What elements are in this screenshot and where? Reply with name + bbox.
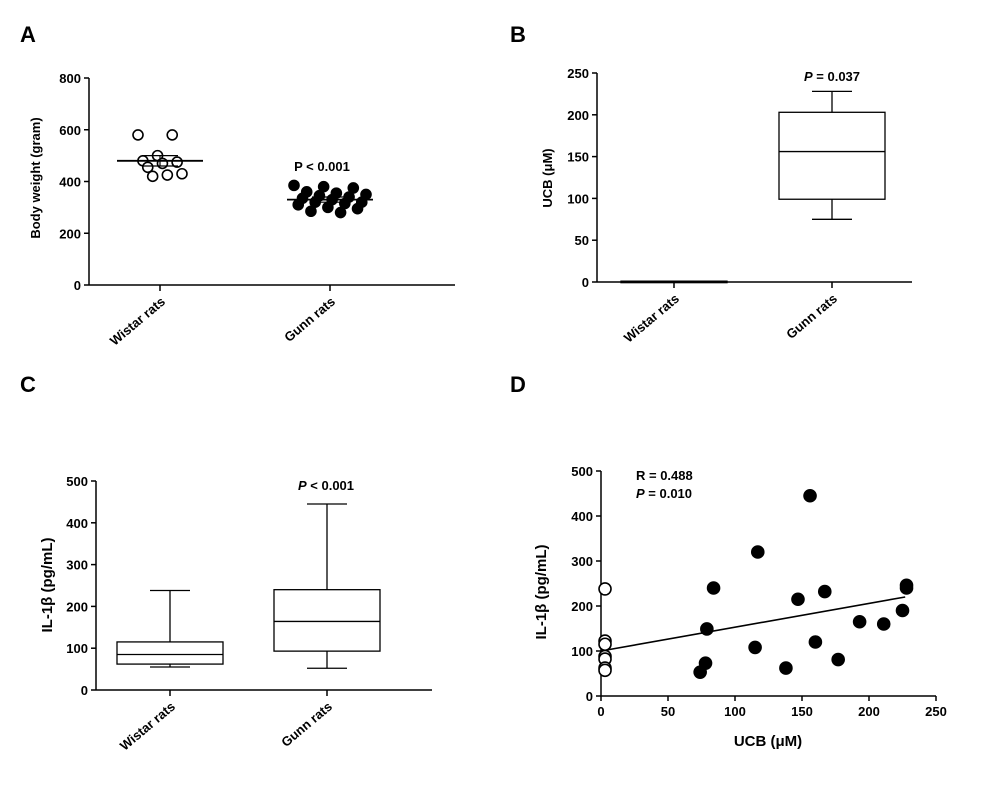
panel-label-b: B [510, 22, 526, 47]
panel-label-a: A [20, 22, 36, 47]
panel-d-point [598, 663, 612, 678]
panel-d-y-tick-label: 500 [571, 464, 593, 479]
panel-d-point [748, 640, 762, 655]
panel-d-point [852, 614, 867, 629]
panel-c-box [116, 641, 224, 665]
panel-b-x-tick-label: Wistar rats [621, 291, 682, 346]
panel-d-point [779, 661, 793, 675]
panel-a-point [292, 198, 305, 211]
panel-b-y-tick-label: 200 [567, 108, 589, 123]
panel-a-point [347, 182, 360, 194]
panel-c-y-tick-label: 500 [66, 474, 88, 489]
panel-b-y-tick-label: 50 [575, 233, 589, 248]
panel-a-point [339, 197, 351, 210]
panel-a-y-tick-label: 0 [74, 278, 81, 293]
panel-c-y-tick-label: 100 [66, 641, 88, 656]
panel-d-x-tick-label: 250 [925, 704, 947, 719]
panel-d-y-tick-label: 0 [586, 689, 593, 704]
panel-a-y-tick-label: 200 [59, 226, 81, 241]
panel-a-point [305, 205, 317, 218]
panel-c-y-tick-label: 200 [66, 599, 88, 614]
panel-d-y-label: IL-1β (pg/mL) [533, 545, 550, 640]
panel-d-point [791, 592, 805, 607]
panel-a-point [317, 180, 330, 193]
panel-d-annotation-p: P = 0.010 [636, 486, 692, 501]
panel-b-ucb-chart: UCB (μM) P = 0.037 0 50 100 150 200 250 Wistar… [540, 66, 912, 345]
panel-a-point [132, 129, 144, 141]
panel-b-y-tick-label: 250 [567, 66, 589, 81]
panel-a-point [288, 179, 300, 192]
panel-a-point [334, 206, 347, 219]
panel-d-point [750, 545, 765, 559]
panel-d-y-tick-label: 300 [571, 554, 593, 569]
panel-d-point [698, 656, 713, 670]
panel-a-y-label: Body weight (gram) [28, 117, 43, 238]
panel-b-y-tick-label: 0 [582, 275, 589, 290]
panel-b-y-tick-label: 150 [567, 150, 589, 165]
panel-d-point [803, 488, 817, 503]
panel-d-correlation-chart: IL-1β (pg/mL) UCB (μM) R = 0.488 P = 0.0… [533, 464, 947, 750]
panel-a-point [351, 202, 364, 215]
panel-c-y-label: IL-1β (pg/mL) [39, 538, 56, 633]
panel-b-annotation-value: = 0.037 [813, 69, 860, 84]
panel-a-y-tick-label: 400 [59, 175, 81, 190]
panel-d-point [598, 637, 612, 652]
panel-a-point [171, 156, 183, 168]
panel-d-point [831, 652, 845, 667]
panel-b-box [778, 111, 886, 200]
panel-c-annotation-value: < 0.001 [307, 478, 354, 493]
panel-d-point [817, 584, 832, 599]
panel-c-box [273, 589, 381, 652]
panel-d-y-tick-label: 100 [571, 644, 593, 659]
panel-d-x-tick-label: 100 [724, 704, 746, 719]
panel-d-annotation-r: R = 0.488 [636, 468, 693, 483]
panel-a-point [322, 201, 334, 214]
panel-a-point [141, 161, 154, 174]
panel-d-point [899, 578, 914, 593]
panel-d-point [700, 622, 714, 636]
panel-a-point [176, 167, 188, 180]
panel-d-point [808, 635, 823, 649]
panel-d-point [895, 603, 910, 618]
panel-d-y-tick-label: 400 [571, 509, 593, 524]
panel-c-y-tick-label: 300 [66, 558, 88, 573]
panel-d-x-tick-label: 50 [661, 704, 675, 719]
panel-c-il1b-chart: IL-1β (pg/mL) P < 0.001 0 100 200 300 400 500… [39, 474, 432, 753]
panel-c-annotation: P < 0.001 [298, 478, 354, 493]
panel-b-annotation: P = 0.037 [804, 69, 860, 84]
panel-d-annotation-p-value: = 0.010 [645, 486, 692, 501]
panel-b-y-tick-label: 100 [567, 191, 589, 206]
panel-d-x-label: UCB (μM) [734, 733, 802, 750]
panel-a-point [161, 169, 174, 181]
panel-d-point [598, 582, 612, 596]
panel-c-annotation-p: P [298, 478, 307, 493]
panel-d-annotation-p-letter: P [636, 486, 645, 501]
panel-b-x-tick-label: Gunn rats [783, 291, 840, 342]
panel-d-point [706, 581, 721, 595]
panel-a-body-weight-chart: Body weight (gram) P < 0.001 0 200 400 600 8… [28, 71, 455, 348]
panel-b-y-label: UCB (μM) [540, 148, 555, 207]
panel-a-point [156, 157, 169, 170]
panel-a-point [166, 129, 179, 141]
panel-d-regression-line [600, 596, 906, 652]
panel-c-x-tick-label: Gunn rats [278, 699, 335, 750]
panel-c-y-tick-label: 0 [81, 683, 88, 698]
panel-label-c: C [20, 372, 36, 397]
panel-d-x-tick-label: 200 [858, 704, 880, 719]
panel-d-x-tick-label: 0 [597, 704, 604, 719]
panel-d-point [876, 617, 891, 631]
panel-label-d: D [510, 372, 526, 397]
panel-a-x-tick-label: Gunn rats [281, 294, 338, 345]
panel-a-point [146, 170, 159, 183]
panel-d-y-tick-label: 200 [571, 599, 593, 614]
panel-c-x-tick-label: Wistar rats [117, 699, 178, 754]
panel-a-y-tick-label: 600 [59, 123, 81, 138]
panel-a-annotation: P < 0.001 [294, 159, 350, 174]
panel-c-y-tick-label: 400 [66, 516, 88, 531]
panel-d-x-tick-label: 150 [791, 704, 813, 719]
panel-a-x-tick-label: Wistar rats [107, 294, 168, 349]
panel-a-y-tick-label: 800 [59, 71, 81, 86]
panel-b-annotation-p: P [804, 69, 813, 84]
